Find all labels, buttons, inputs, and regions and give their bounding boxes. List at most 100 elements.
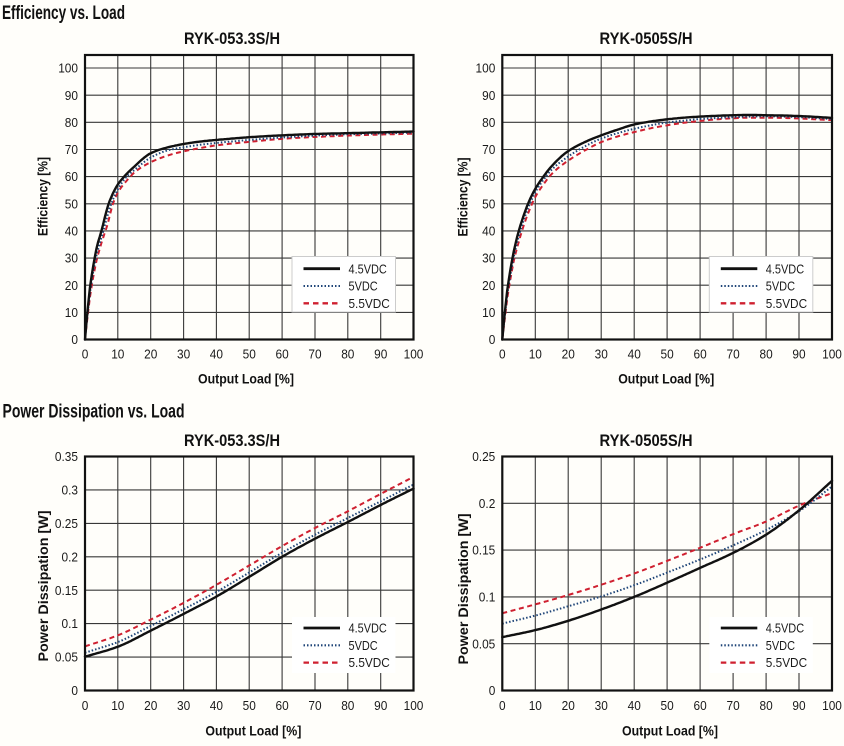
svg-text:100: 100 — [58, 61, 78, 76]
svg-text:0: 0 — [82, 698, 89, 713]
svg-text:0.05: 0.05 — [55, 650, 78, 665]
svg-text:5VDC: 5VDC — [766, 638, 795, 653]
svg-text:Output Load [%]: Output Load [%] — [198, 372, 294, 387]
svg-text:4.5VDC: 4.5VDC — [349, 621, 387, 636]
svg-text:0.2: 0.2 — [479, 496, 496, 511]
svg-text:0: 0 — [71, 332, 78, 347]
svg-text:0.15: 0.15 — [472, 543, 495, 558]
svg-text:5.5VDC: 5.5VDC — [349, 296, 390, 311]
svg-text:10: 10 — [482, 305, 495, 320]
svg-text:Power Dissipation [W]: Power Dissipation [W] — [455, 514, 471, 665]
svg-text:5.5VDC: 5.5VDC — [349, 655, 390, 670]
svg-text:0.25: 0.25 — [55, 516, 78, 531]
svg-text:0.15: 0.15 — [55, 583, 78, 598]
svg-text:20: 20 — [144, 698, 157, 713]
svg-text:20: 20 — [65, 278, 78, 293]
svg-text:100: 100 — [822, 698, 842, 713]
svg-text:50: 50 — [661, 347, 674, 362]
svg-text:70: 70 — [727, 698, 740, 713]
svg-text:30: 30 — [177, 347, 190, 362]
svg-text:90: 90 — [374, 347, 387, 362]
svg-text:100: 100 — [404, 347, 424, 362]
svg-text:80: 80 — [760, 698, 773, 713]
svg-text:4.5VDC: 4.5VDC — [766, 261, 804, 276]
svg-text:20: 20 — [562, 698, 575, 713]
svg-text:5.5VDC: 5.5VDC — [766, 296, 807, 311]
svg-text:40: 40 — [628, 698, 641, 713]
svg-text:80: 80 — [482, 115, 495, 130]
svg-text:Power Dissipation vs. Load: Power Dissipation vs. Load — [3, 400, 185, 422]
svg-text:60: 60 — [482, 169, 495, 184]
svg-text:Output Load [%]: Output Load [%] — [618, 372, 714, 387]
svg-text:30: 30 — [595, 347, 608, 362]
svg-text:90: 90 — [792, 698, 805, 713]
svg-text:5VDC: 5VDC — [349, 638, 378, 653]
svg-text:40: 40 — [628, 347, 641, 362]
svg-text:RYK-053.3S/H: RYK-053.3S/H — [184, 431, 280, 450]
svg-text:50: 50 — [243, 698, 256, 713]
svg-text:10: 10 — [65, 305, 78, 320]
svg-text:0: 0 — [71, 683, 78, 698]
svg-text:100: 100 — [822, 347, 842, 362]
svg-text:40: 40 — [210, 347, 223, 362]
svg-text:100: 100 — [476, 61, 496, 76]
svg-text:50: 50 — [482, 196, 495, 211]
svg-text:90: 90 — [374, 698, 387, 713]
svg-text:Output Load [%]: Output Load [%] — [622, 724, 718, 739]
svg-text:0.35: 0.35 — [55, 449, 78, 464]
svg-text:0: 0 — [499, 698, 506, 713]
svg-text:90: 90 — [65, 88, 78, 103]
svg-text:70: 70 — [482, 142, 495, 157]
svg-text:Efficiency [%]: Efficiency [%] — [455, 158, 471, 237]
svg-text:70: 70 — [308, 698, 321, 713]
svg-text:0: 0 — [82, 347, 89, 362]
svg-text:60: 60 — [65, 169, 78, 184]
svg-text:70: 70 — [308, 347, 321, 362]
svg-text:0.1: 0.1 — [62, 616, 79, 631]
svg-text:50: 50 — [661, 698, 674, 713]
svg-text:60: 60 — [276, 347, 289, 362]
svg-text:5VDC: 5VDC — [766, 279, 795, 294]
svg-text:RYK-053.3S/H: RYK-053.3S/H — [184, 29, 280, 48]
svg-text:20: 20 — [144, 347, 157, 362]
svg-text:80: 80 — [341, 698, 354, 713]
svg-text:70: 70 — [727, 347, 740, 362]
svg-text:Efficiency [%]: Efficiency [%] — [35, 157, 51, 236]
svg-text:10: 10 — [529, 347, 542, 362]
svg-text:Power Dissipation [W]: Power Dissipation [W] — [35, 511, 51, 662]
svg-text:Output Load [%]: Output Load [%] — [205, 724, 301, 739]
svg-text:4.5VDC: 4.5VDC — [766, 621, 804, 636]
svg-text:0: 0 — [499, 347, 506, 362]
svg-text:10: 10 — [111, 698, 124, 713]
svg-text:0.2: 0.2 — [62, 549, 79, 564]
svg-text:RYK-0505S/H: RYK-0505S/H — [600, 29, 693, 48]
svg-text:90: 90 — [792, 347, 805, 362]
svg-text:30: 30 — [595, 698, 608, 713]
svg-text:0: 0 — [489, 683, 496, 698]
svg-text:40: 40 — [210, 698, 223, 713]
svg-text:30: 30 — [177, 698, 190, 713]
svg-text:40: 40 — [65, 224, 78, 239]
svg-text:40: 40 — [482, 224, 495, 239]
svg-text:0.25: 0.25 — [472, 449, 495, 464]
svg-text:60: 60 — [276, 698, 289, 713]
svg-text:5VDC: 5VDC — [349, 279, 378, 294]
svg-text:20: 20 — [482, 278, 495, 293]
svg-text:70: 70 — [65, 142, 78, 157]
svg-text:30: 30 — [65, 251, 78, 266]
svg-text:10: 10 — [529, 698, 542, 713]
svg-text:80: 80 — [65, 115, 78, 130]
svg-text:60: 60 — [694, 698, 707, 713]
svg-text:90: 90 — [482, 88, 495, 103]
svg-text:20: 20 — [562, 347, 575, 362]
svg-text:30: 30 — [482, 251, 495, 266]
svg-text:0: 0 — [489, 332, 496, 347]
svg-text:RYK-0505S/H: RYK-0505S/H — [600, 431, 693, 450]
svg-text:50: 50 — [65, 196, 78, 211]
svg-text:5.5VDC: 5.5VDC — [766, 655, 807, 670]
svg-text:0.1: 0.1 — [479, 590, 496, 605]
svg-text:0.05: 0.05 — [472, 636, 495, 651]
svg-text:80: 80 — [760, 347, 773, 362]
svg-text:Efficiency vs. Load: Efficiency vs. Load — [2, 2, 125, 24]
svg-text:80: 80 — [341, 347, 354, 362]
